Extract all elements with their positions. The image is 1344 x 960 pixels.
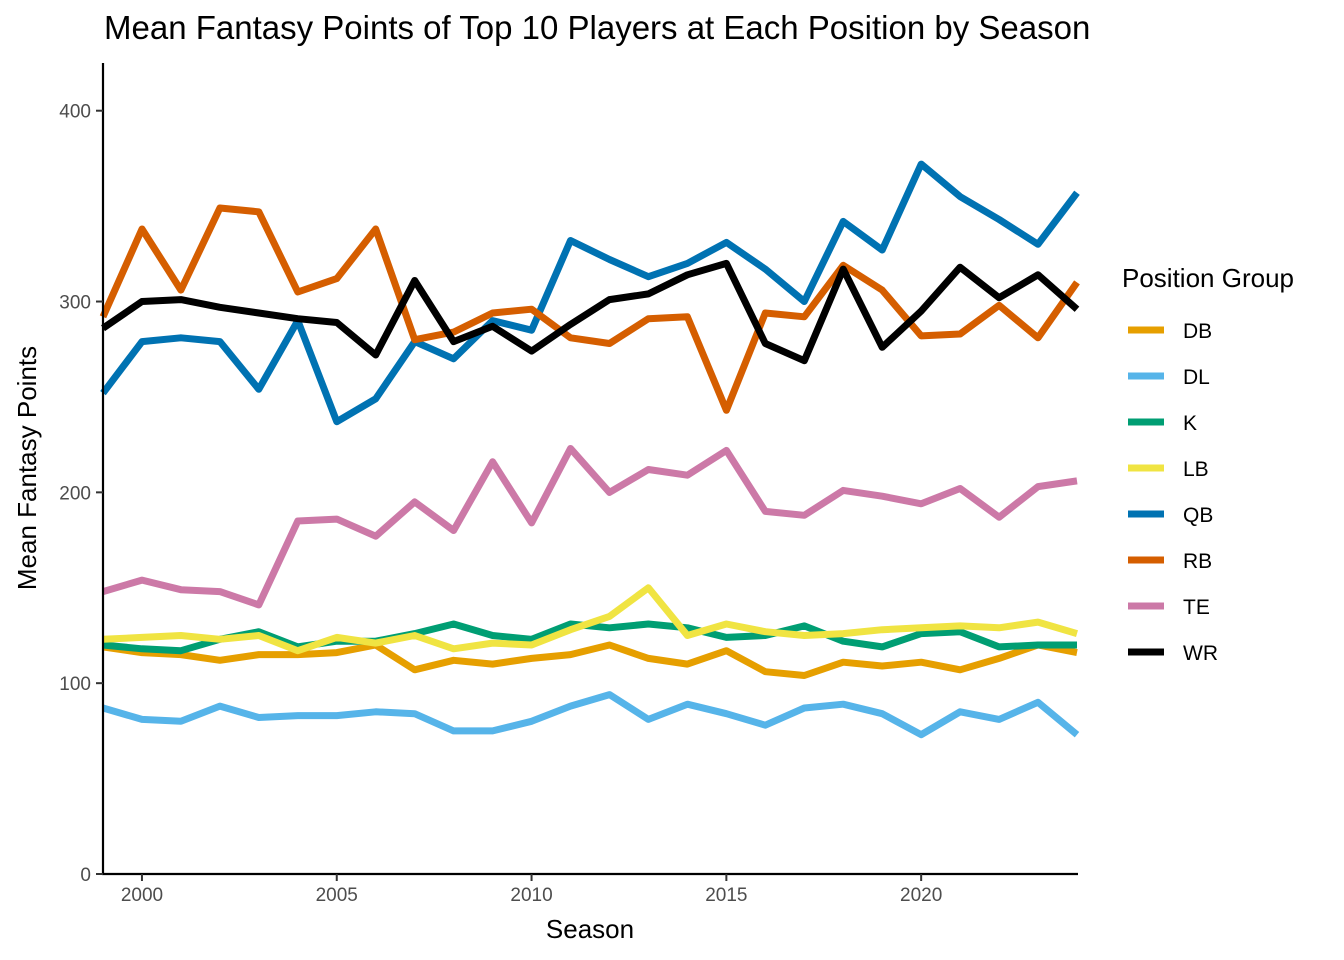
series-line-db [102, 641, 1078, 679]
x-tick-label: 2010 [510, 885, 552, 906]
series-line-lb [102, 584, 1078, 655]
series-line-wr [101, 259, 1080, 365]
y-axis-ticks: 0 100 200 300 400 [59, 102, 103, 886]
series-line-rb [99, 204, 1080, 414]
legend-label-db: DB [1183, 320, 1212, 343]
legend-label-rb: RB [1183, 550, 1212, 573]
legend: Position Group DB DL K LB QB RB TE WR [1122, 263, 1294, 665]
legend-label-qb: QB [1183, 504, 1213, 527]
legend-title: Position Group [1122, 263, 1294, 293]
legend-label-te: TE [1183, 596, 1210, 619]
series-line-te [102, 445, 1078, 609]
x-tick-label: 2015 [705, 885, 747, 906]
series-line-dl [102, 691, 1080, 739]
y-tick-label: 300 [59, 293, 91, 314]
y-tick-label: 100 [59, 674, 91, 695]
legend-label-k: K [1183, 412, 1197, 435]
legend-items: DB DL K LB QB RB TE WR [1128, 320, 1218, 665]
legend-label-wr: WR [1183, 642, 1218, 665]
series-line-qb [100, 160, 1080, 426]
series-layer [99, 160, 1080, 739]
y-tick-label: 0 [80, 865, 91, 886]
y-tick-label: 200 [59, 483, 91, 504]
chart-title: Mean Fantasy Points of Top 10 Players at… [104, 9, 1090, 46]
y-tick-label: 400 [59, 102, 91, 123]
x-axis-title: Season [546, 914, 634, 944]
x-tick-label: 2005 [316, 885, 358, 906]
legend-label-dl: DL [1183, 366, 1210, 389]
y-axis-title: Mean Fantasy Points [12, 346, 42, 590]
x-axis-ticks: 2000 2005 2010 2015 2020 [121, 874, 942, 906]
x-tick-label: 2020 [900, 885, 942, 906]
x-tick-label: 2000 [121, 885, 163, 906]
legend-label-lb: LB [1183, 458, 1209, 481]
